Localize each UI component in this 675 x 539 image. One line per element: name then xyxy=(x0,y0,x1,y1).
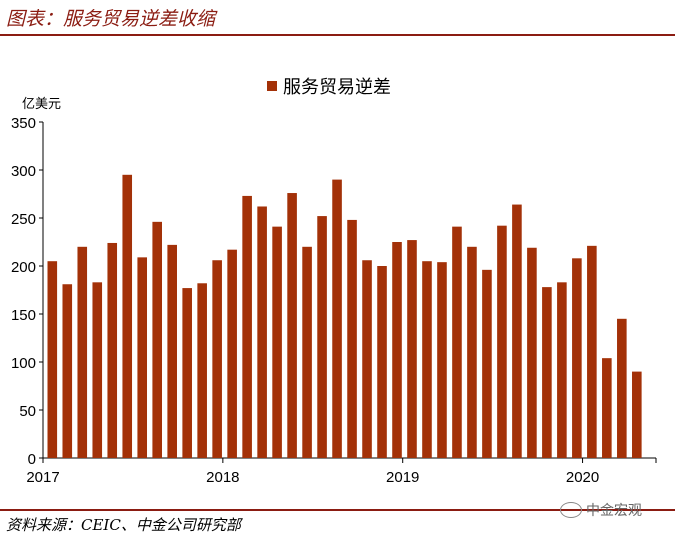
figure-title: 图表：服务贸易逆差收缩 xyxy=(6,8,216,30)
bar xyxy=(542,287,552,458)
bar xyxy=(92,282,103,458)
y-tick-label: 200 xyxy=(11,259,36,276)
bar xyxy=(287,193,297,459)
bar xyxy=(77,246,88,458)
watermark: 中金宏观 xyxy=(560,500,642,520)
bar xyxy=(242,195,252,459)
bar xyxy=(587,245,597,458)
bar xyxy=(377,266,387,458)
y-axis-unit-label: 亿美元 xyxy=(22,96,61,111)
bar xyxy=(62,284,73,458)
legend-swatch xyxy=(267,81,277,91)
bar xyxy=(122,174,133,459)
bar xyxy=(227,249,237,458)
bar xyxy=(437,262,447,458)
title-rule xyxy=(0,34,675,36)
legend-label: 服务贸易逆差 xyxy=(283,77,391,97)
bar xyxy=(467,246,477,458)
y-tick-label: 150 xyxy=(11,307,36,324)
bar xyxy=(362,260,372,458)
y-tick-label: 100 xyxy=(11,355,36,372)
bar xyxy=(617,318,627,458)
bar xyxy=(407,240,417,458)
bar xyxy=(602,358,612,458)
bar xyxy=(347,219,357,458)
legend: 服务贸易逆差 xyxy=(267,77,391,97)
bar xyxy=(272,226,282,458)
bar xyxy=(167,244,177,458)
watermark-text: 中金宏观 xyxy=(586,503,642,519)
bar xyxy=(392,242,402,458)
bar xyxy=(332,179,342,458)
bar xyxy=(497,225,507,458)
y-tick-label: 300 xyxy=(11,163,36,180)
bar xyxy=(572,258,582,458)
x-axis: 2017 2018 2019 2020 xyxy=(26,457,657,486)
y-tick-label: 0 xyxy=(28,451,36,468)
bar-series xyxy=(47,174,642,459)
bar xyxy=(47,261,58,458)
y-axis: 0 50 100 150 200 250 300 350 xyxy=(11,115,44,468)
source-rule xyxy=(0,509,675,511)
x-tick-label: 2017 xyxy=(26,469,59,486)
bar xyxy=(152,221,162,458)
bar xyxy=(302,246,312,458)
bar xyxy=(512,204,522,458)
bar xyxy=(482,269,492,458)
bar xyxy=(452,226,462,458)
bar xyxy=(137,257,148,458)
x-tick-label: 2018 xyxy=(206,469,239,486)
y-tick-label: 250 xyxy=(11,211,36,228)
x-tick-label: 2020 xyxy=(566,469,599,486)
bar xyxy=(212,260,222,458)
wechat-icon xyxy=(560,502,582,518)
bar xyxy=(107,242,118,458)
bar xyxy=(422,261,432,458)
bar xyxy=(557,282,567,458)
bar xyxy=(527,247,537,458)
source-note: 资料来源：CEIC、中金公司研究部 xyxy=(6,516,241,534)
bar xyxy=(197,283,207,458)
bar xyxy=(317,216,327,458)
bar xyxy=(182,288,192,458)
x-tick-label: 2019 xyxy=(386,469,419,486)
y-tick-label: 350 xyxy=(11,115,36,132)
y-tick-label: 50 xyxy=(19,403,36,420)
bar xyxy=(257,206,267,458)
bar xyxy=(632,371,642,458)
